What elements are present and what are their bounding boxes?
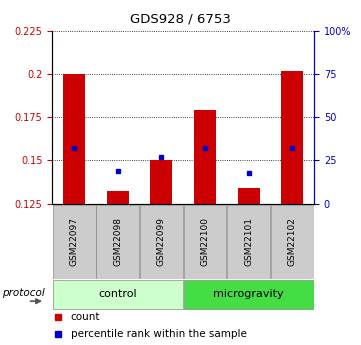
Bar: [227, 205, 270, 279]
Text: GDS928 / 6753: GDS928 / 6753: [130, 12, 231, 25]
Bar: [53, 205, 96, 279]
Text: protocol: protocol: [2, 288, 44, 298]
Text: control: control: [99, 289, 137, 299]
Text: microgravity: microgravity: [213, 289, 284, 299]
Bar: [281, 71, 303, 204]
Bar: [53, 280, 183, 309]
Text: GSM22100: GSM22100: [200, 217, 209, 266]
Bar: [184, 280, 314, 309]
Text: percentile rank within the sample: percentile rank within the sample: [71, 329, 247, 339]
Text: GSM22102: GSM22102: [288, 217, 297, 266]
Bar: [96, 205, 139, 279]
Text: GSM22099: GSM22099: [157, 217, 166, 266]
Text: GSM22098: GSM22098: [113, 217, 122, 266]
Bar: [107, 191, 129, 204]
Text: GSM22097: GSM22097: [70, 217, 79, 266]
Text: count: count: [71, 312, 100, 322]
Text: GSM22101: GSM22101: [244, 217, 253, 266]
Bar: [238, 188, 260, 204]
Bar: [194, 110, 216, 204]
Bar: [140, 205, 183, 279]
Bar: [151, 160, 172, 204]
Bar: [271, 205, 314, 279]
Bar: [63, 74, 85, 204]
Bar: [184, 205, 226, 279]
